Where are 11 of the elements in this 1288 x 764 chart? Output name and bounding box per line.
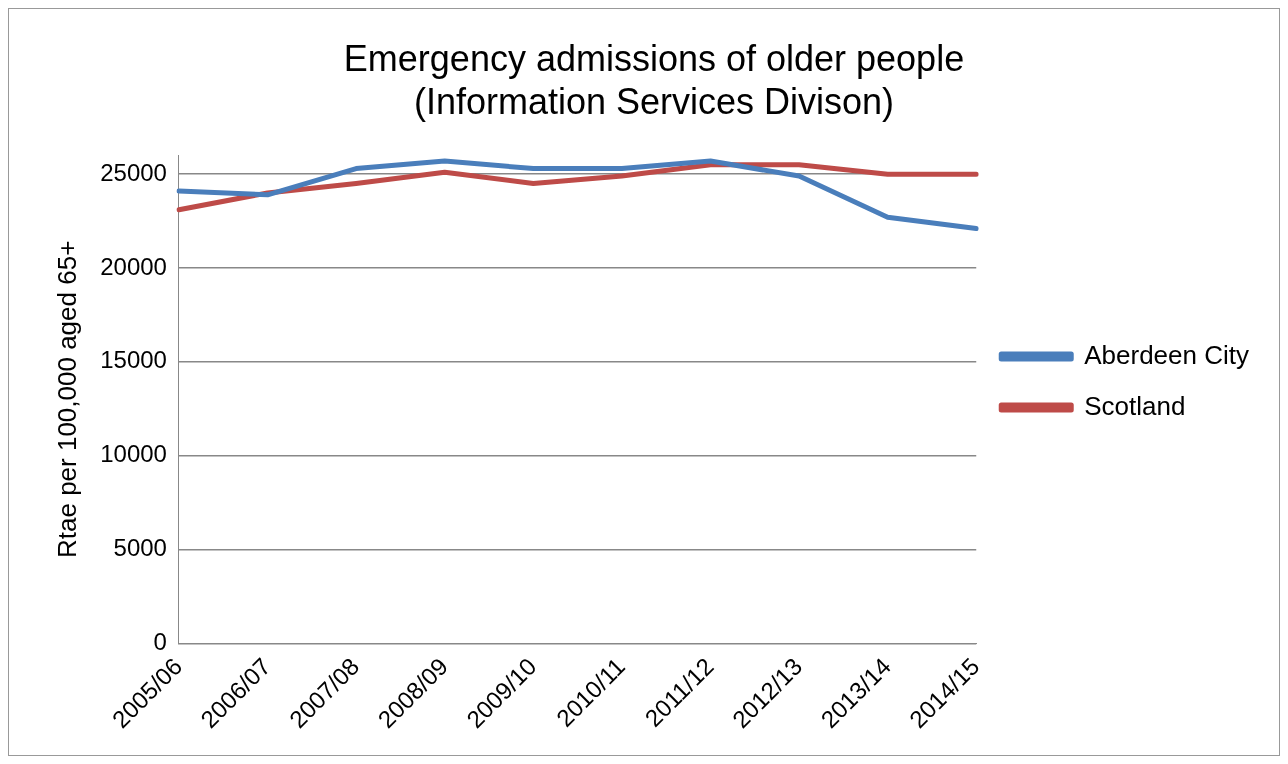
y-tick-label: 25000 [100, 158, 167, 186]
text: (Information Services Divison) [413, 80, 895, 122]
y-axis-title: Rtae per 100,000 aged 65+ [51, 240, 82, 559]
y-tick-label: 20000 [100, 252, 167, 280]
legend-label: Aberdeen City [1084, 339, 1250, 370]
y-tick-label: 5000 [113, 534, 167, 562]
y-tick-label: 15000 [100, 346, 167, 374]
y-tick-label: 10000 [100, 440, 167, 468]
text: Emergency admissions of older people [343, 37, 965, 79]
y-tick-label: 0 [153, 627, 167, 655]
legend-label: Scotland [1084, 390, 1186, 421]
